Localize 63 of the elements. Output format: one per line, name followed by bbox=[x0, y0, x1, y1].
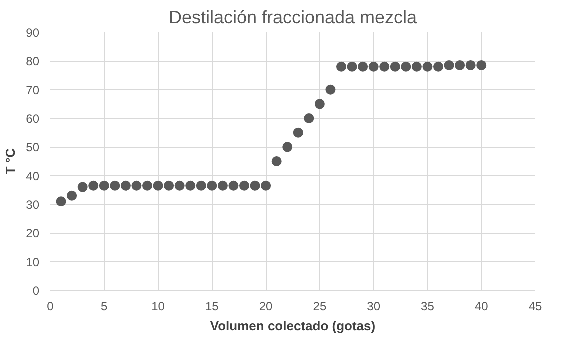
point bbox=[336, 62, 346, 72]
point bbox=[164, 180, 174, 191]
point bbox=[240, 180, 250, 191]
x-tick-label: 45 bbox=[528, 300, 542, 314]
x-tick-label: 10 bbox=[152, 300, 166, 314]
y-tick-label: 20 bbox=[26, 226, 40, 241]
y-tick-label: 50 bbox=[26, 140, 40, 155]
point bbox=[110, 180, 120, 191]
point bbox=[422, 62, 433, 72]
x-tick-label: 0 bbox=[47, 300, 54, 314]
point bbox=[186, 180, 196, 191]
point bbox=[272, 156, 282, 166]
point bbox=[390, 62, 400, 72]
point bbox=[476, 60, 487, 70]
x-tick-label: 30 bbox=[367, 300, 381, 314]
y-tick-label: 0 bbox=[32, 284, 40, 298]
point bbox=[347, 62, 358, 72]
point bbox=[368, 62, 379, 72]
point bbox=[207, 180, 218, 191]
point bbox=[153, 180, 164, 191]
x-tick-label: 35 bbox=[421, 300, 435, 314]
point bbox=[282, 142, 293, 152]
point bbox=[174, 180, 185, 191]
x-tick-label: 5 bbox=[101, 300, 108, 314]
point bbox=[67, 190, 78, 201]
y-tick-label: 30 bbox=[26, 198, 40, 212]
y-tick-label: 90 bbox=[26, 26, 40, 40]
point bbox=[196, 180, 206, 191]
point bbox=[304, 114, 314, 124]
point bbox=[401, 62, 412, 72]
point bbox=[250, 180, 260, 191]
y-tick-label: 40 bbox=[26, 169, 40, 184]
point bbox=[326, 84, 336, 95]
point bbox=[261, 180, 272, 191]
point bbox=[56, 196, 66, 207]
y-tick-label: 80 bbox=[26, 54, 40, 69]
point bbox=[228, 180, 239, 191]
y-tick-label: 70 bbox=[26, 83, 40, 98]
point bbox=[380, 62, 390, 72]
point bbox=[293, 128, 304, 138]
point bbox=[466, 60, 476, 70]
y-tick-label: 10 bbox=[26, 255, 40, 270]
point bbox=[120, 180, 131, 191]
point bbox=[99, 180, 110, 191]
point bbox=[88, 180, 99, 191]
point bbox=[314, 99, 325, 110]
x-tick-label: 25 bbox=[313, 300, 327, 314]
point bbox=[412, 62, 422, 72]
point bbox=[218, 180, 228, 191]
point bbox=[434, 62, 444, 72]
x-tick-label: 20 bbox=[259, 300, 274, 314]
point bbox=[444, 60, 454, 70]
x-tick-label: 40 bbox=[474, 300, 489, 314]
x-axis-title: Volumen colectado (gotas) bbox=[210, 318, 376, 334]
y-axis-title: T °C bbox=[3, 148, 18, 175]
point bbox=[132, 180, 142, 191]
chart-title: Destilación fraccionada mezcla bbox=[168, 8, 418, 28]
y-tick-label: 60 bbox=[26, 112, 40, 126]
x-tick-label: 15 bbox=[205, 300, 220, 314]
point bbox=[358, 62, 368, 72]
point bbox=[78, 182, 88, 192]
point bbox=[142, 180, 152, 191]
point bbox=[455, 60, 466, 70]
